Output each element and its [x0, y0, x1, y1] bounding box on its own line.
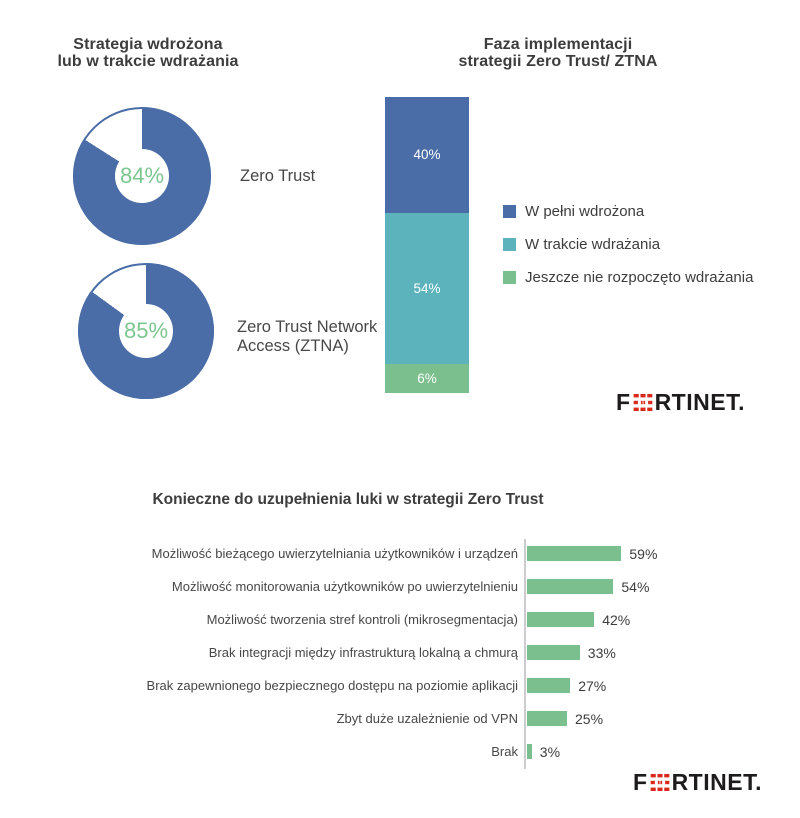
- bar: [527, 744, 532, 759]
- bar-row: Możliwość tworzenia stref kontroli (mikr…: [100, 603, 720, 636]
- gaps-chart-title: Konieczne do uzupełnienia luki w strateg…: [152, 491, 544, 508]
- bar-value: 27%: [578, 677, 607, 694]
- donut-zero-trust: 84%: [73, 107, 211, 245]
- donut-ztna-label: Zero Trust Network Access (ZTNA): [237, 318, 378, 356]
- donut-zero-trust-hole: 84%: [115, 149, 169, 203]
- stacked-segment-value: 6%: [417, 370, 437, 386]
- donut-ztna-value: 85%: [123, 318, 169, 343]
- fortinet-o-icon: [650, 774, 669, 791]
- bar-row: Możliwość bieżącego uwierzytelniania uży…: [100, 537, 720, 570]
- fortinet-logo: F RTINET.: [633, 771, 762, 794]
- stack-chart-title-line2: strategii Zero Trust/ ZTNA: [458, 53, 658, 71]
- stacked-segment-value: 40%: [413, 147, 441, 163]
- bar-label: Możliwość bieżącego uwierzytelniania uży…: [151, 546, 518, 561]
- bar-label: Brak zapewnionego bezpiecznego dostępu n…: [146, 678, 518, 693]
- legend-swatch-green-icon: [503, 270, 516, 284]
- bar-label: Możliwość tworzenia stref kontroli (mikr…: [206, 612, 518, 627]
- bar: [527, 678, 571, 693]
- bar: [527, 711, 567, 726]
- bar-value: 25%: [575, 710, 604, 727]
- legend-label: Jeszcze nie rozpoczęto wdrażania: [525, 268, 754, 286]
- donut-ztna: 85%: [78, 263, 214, 399]
- bar-label: Możliwość monitorowania użytkowników po …: [171, 579, 518, 594]
- bar-row: Brak integracji między infrastrukturą lo…: [100, 636, 720, 669]
- bar-row: Brak zapewnionego bezpiecznego dostępu n…: [100, 669, 720, 702]
- donut-zero-trust-value: 84%: [119, 163, 165, 188]
- fortinet-logo-rtinet: RTINET.: [671, 769, 762, 795]
- legend-item-not-started: Jeszcze nie rozpoczęto wdrażania: [503, 267, 753, 287]
- stack-chart-title-line1: Faza implementacji: [483, 36, 633, 53]
- stacked-segment-fully-implemented: 40%: [385, 97, 469, 213]
- stack-chart-legend: W pełni wdrożona W trakcie wdrażania Jes…: [503, 201, 753, 300]
- bar: [527, 645, 580, 660]
- donut-zero-trust-label: Zero Trust: [240, 167, 316, 185]
- stacked-segment-not-started: 6%: [385, 364, 469, 393]
- gaps-chart-axis: [524, 539, 526, 769]
- donut-chart-title-line1: Strategia wdrożona: [73, 36, 223, 53]
- legend-swatch-teal-icon: [503, 237, 516, 251]
- legend-item-fully-implemented: W pełni wdrożona: [503, 201, 753, 221]
- donut-chart-title: Strategia wdrożona lub w trakcie wdrażan…: [38, 36, 258, 70]
- bar-label: Brak: [491, 744, 518, 759]
- bar-row: Brak 3%: [100, 735, 720, 768]
- fortinet-logo-f: F: [633, 769, 648, 795]
- bar-value: 42%: [602, 611, 631, 628]
- bar-value: 33%: [587, 644, 616, 661]
- donut-chart-title-line2: lub w trakcie wdrażania: [57, 53, 239, 71]
- bar-label: Brak integracji między infrastrukturą lo…: [208, 645, 518, 660]
- legend-label: W pełni wdrożona: [525, 202, 645, 220]
- stacked-bar: 40% 54% 6%: [385, 97, 469, 393]
- bar-row: Zbyt duże uzależnienie od VPN 25%: [100, 702, 720, 735]
- bar-value: 59%: [629, 545, 658, 562]
- fortinet-logo-rtinet: RTINET.: [654, 389, 745, 415]
- bar-value: 54%: [621, 578, 650, 595]
- bar-value: 3%: [539, 743, 561, 760]
- bar: [527, 579, 614, 594]
- fortinet-logo-f: F: [616, 389, 631, 415]
- fortinet-logo: F RTINET.: [616, 391, 745, 414]
- stacked-segment-value: 54%: [413, 280, 441, 296]
- legend-item-in-progress: W trakcie wdrażania: [503, 234, 753, 254]
- bar-label: Zbyt duże uzależnienie od VPN: [336, 711, 518, 726]
- donut-ztna-hole: 85%: [119, 304, 173, 358]
- gaps-chart: Możliwość bieżącego uwierzytelniania uży…: [100, 537, 720, 768]
- bar: [527, 546, 622, 561]
- legend-swatch-blue-icon: [503, 204, 516, 218]
- legend-label: W trakcie wdrażania: [525, 235, 661, 253]
- fortinet-o-icon: [633, 394, 652, 411]
- bar: [527, 612, 595, 627]
- stack-chart-title: Faza implementacji strategii Zero Trust/…: [438, 36, 678, 70]
- bar-row: Możliwość monitorowania użytkowników po …: [100, 570, 720, 603]
- stacked-segment-in-progress: 54%: [385, 212, 469, 365]
